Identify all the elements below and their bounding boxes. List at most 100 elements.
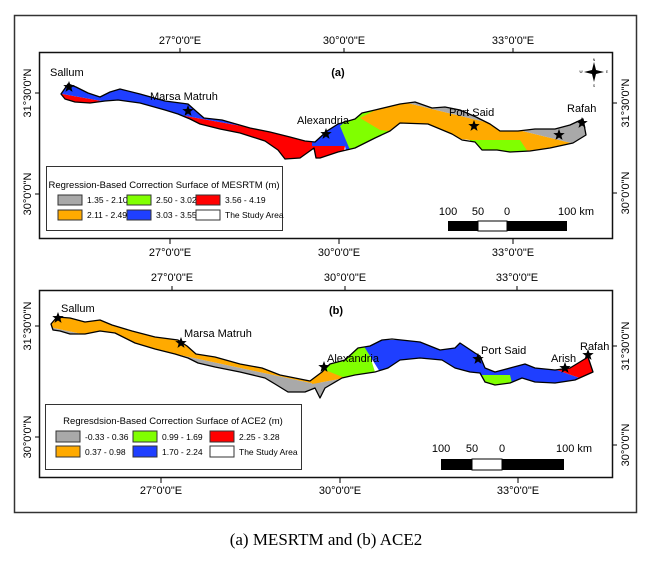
legend-swatch [55,445,81,458]
map-b-lon-30-bottom: 30°0'0"E [319,485,361,497]
scale-label-50: 50 [466,443,478,455]
legend-label: 1.70 - 2.24 [162,447,203,457]
legend-swatch [209,430,235,443]
map-a-left-lat-ticks: 31°30'0"N 30°0'0"N [22,68,39,215]
city-marker-star-icon [472,353,484,364]
legend-swatch [195,194,221,206]
svg-text:S: S [593,84,596,88]
city-label-marsa-matruh: Marsa Matruh [184,328,252,340]
city-marker-star-icon [553,129,565,140]
city-label-alexandria: Alexandria [327,353,380,365]
city-label-sallum: Sallum [50,67,84,79]
map-b-scale-bar: 100 50 0 100 km [432,443,592,471]
map-a-legend: Regression-Based Correction Surface of M… [46,166,284,231]
legend-label: 3.03 - 3.55 [156,210,197,220]
map-a-lon-33-top: 33°0'0"E [492,35,534,47]
map-a-compass-icon: N S E W [579,58,608,88]
city-label-sallum: Sallum [61,303,95,315]
city-marker-star-icon [63,81,75,92]
legend-label: 1.35 - 2.10 [87,195,128,205]
scale-label-50: 50 [472,206,484,218]
city-marker-star-icon [182,105,194,116]
scale-label-100km: 100 km [556,443,592,455]
legend-label: 0.99 - 1.69 [162,432,203,442]
map-a-panel-label: (a) [331,67,345,79]
city-label-arish: Arish [551,353,576,365]
map-a: 27°0'0"E 30°0'0"E 33°0'0"E 27°0'0"E 30°0… [22,35,632,259]
map-a-lon-27-bottom: 27°0'0"E [149,247,191,259]
city-marker-star-icon [52,312,64,323]
legend-swatch [132,445,158,458]
legend-label: 2.25 - 3.28 [239,432,280,442]
city-marker-star-icon [468,120,480,131]
legend-label: 2.11 - 2.49 [87,210,127,220]
correction-zone [325,340,375,378]
map-b-legend-title: Regresdsion-Based Correction Surface of … [63,416,283,427]
map-b-top-lon-ticks: 27°0'0"E 30°0'0"E 33°0'0"E [151,272,538,290]
city-label-port-said: Port Said [449,107,494,119]
city-marker-star-icon [175,337,187,348]
legend-label: 0.37 - 0.98 [85,447,126,457]
scale-label-100: 100 [439,206,457,218]
map-b: 27°0'0"E 30°0'0"E 33°0'0"E 27°0'0"E 30°0… [22,272,632,497]
legend-label: 2.50 - 3.02 [156,195,197,205]
map-b-legend: Regresdsion-Based Correction Surface of … [45,404,302,470]
city-marker-star-icon [582,349,594,360]
map-b-lat-3130-right: 31°30'0"N [620,321,632,370]
scale-label-0: 0 [499,443,505,455]
map-a-lon-30-top: 30°0'0"E [323,35,365,47]
svg-text:W: W [579,70,583,74]
map-b-cities: Sallum Marsa Matruh Alexandria Port Said… [52,303,609,373]
city-label-rafah: Rafah [567,103,596,115]
svg-text:E: E [606,70,609,74]
city-marker-star-icon [318,361,330,372]
map-b-lon-30-top: 30°0'0"E [324,272,366,284]
map-b-lon-33-bottom: 33°0'0"E [497,485,539,497]
city-label-alexandria: Alexandria [297,115,350,127]
map-a-lat-30-right: 30°0'0"N [620,172,632,215]
city-marker-star-icon [576,117,588,128]
legend-swatch [55,430,81,443]
map-b-lat-3130-left: 31°30'0"N [22,301,34,350]
city-label-marsa-matruh: Marsa Matruh [150,91,218,103]
study-area-outline [50,316,594,399]
map-b-lon-27-top: 27°0'0"E [151,272,193,284]
map-b-lat-30-left: 30°0'0"N [22,416,34,459]
map-a-lon-27-top: 27°0'0"E [159,35,201,47]
legend-label: -0.33 - 0.36 [85,432,129,442]
map-b-left-lat-ticks: 31°30'0"N 30°0'0"N [22,301,39,458]
map-a-bottom-lon-ticks: 27°0'0"E 30°0'0"E 33°0'0"E [149,239,534,259]
map-a-lon-30-bottom: 30°0'0"E [318,247,360,259]
legend-swatch [132,430,158,443]
map-b-panel-label: (b) [329,305,343,317]
city-marker-star-icon [320,128,332,139]
map-a-legend-title: Regression-Based Correction Surface of M… [48,180,279,191]
city-marker-star-icon [559,362,571,373]
legend-swatch [57,209,83,221]
map-b-lat-30-right: 30°0'0"N [620,424,632,467]
scale-label-100km: 100 km [558,206,594,218]
legend-swatch [195,209,221,221]
legend-swatch [57,194,83,206]
map-a-right-lat-ticks: 31°30'0"N 30°0'0"N [613,78,632,214]
scale-label-0: 0 [504,206,510,218]
map-b-right-lat-ticks: 31°30'0"N 30°0'0"N [613,321,632,466]
map-a-cities: Sallum Marsa Matruh Alexandria Port Said… [50,67,596,140]
legend-swatch [126,209,152,221]
map-a-lat-3130-right: 31°30'0"N [620,78,632,127]
legend-swatch [209,445,235,458]
map-b-lon-27-bottom: 27°0'0"E [140,485,182,497]
legend-label: 3.56 - 4.19 [225,195,266,205]
map-a-scale-bar: 100 50 0 100 km [439,206,594,232]
figure-caption: (a) MESRTM and (b) ACE2 [229,530,423,549]
city-label-port-said: Port Said [481,345,526,357]
legend-label: The Study Area [239,447,298,457]
legend-label: The Study Area [225,210,284,220]
svg-text:N: N [593,58,596,62]
map-b-bottom-lon-ticks: 27°0'0"E 30°0'0"E 33°0'0"E [140,478,539,497]
map-b-lon-33-top: 33°0'0"E [496,272,538,284]
map-a-lon-33-bottom: 33°0'0"E [492,247,534,259]
map-a-top-lon-ticks: 27°0'0"E 30°0'0"E 33°0'0"E [159,35,534,52]
map-a-lat-3130-left: 31°30'0"N [22,68,34,117]
